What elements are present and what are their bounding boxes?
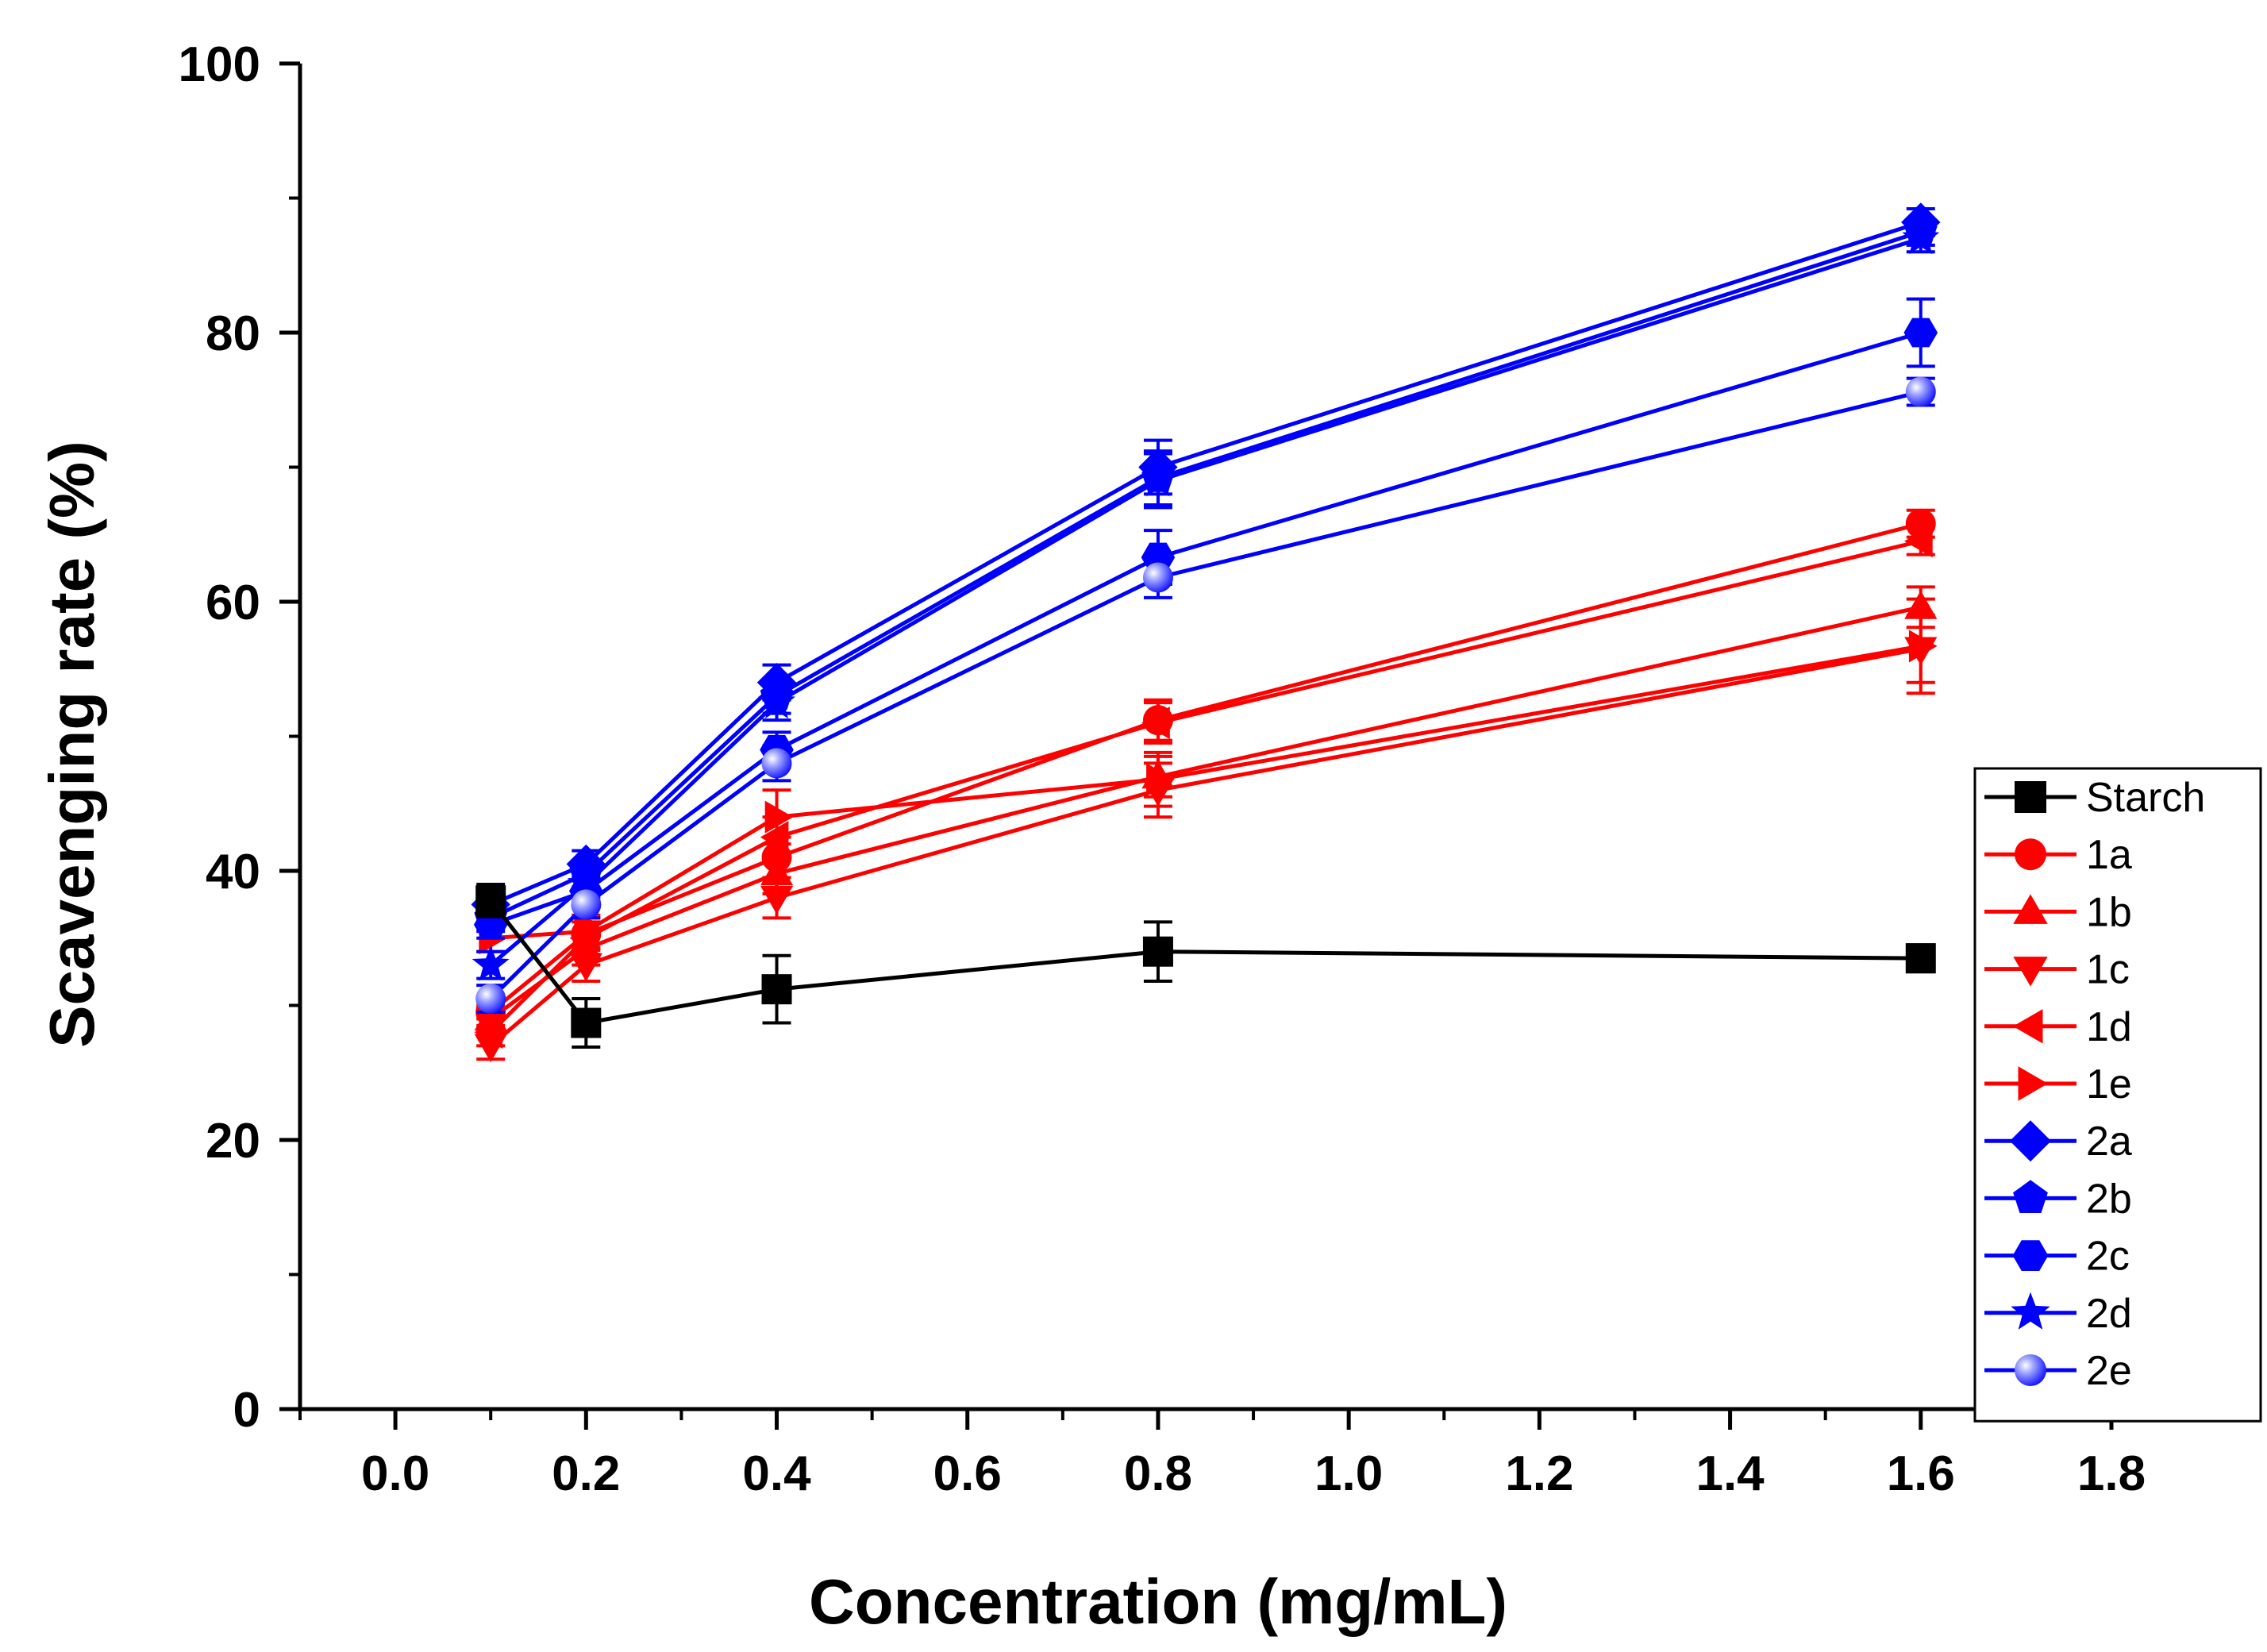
legend-label-1b: 1b xyxy=(2086,889,2132,935)
legend-marker-starch xyxy=(2015,781,2046,813)
legend-label-2b: 2b xyxy=(2086,1176,2132,1222)
legend-marker-2a xyxy=(2010,1120,2051,1162)
data-point-starch xyxy=(475,885,506,916)
legend-label-2d: 2d xyxy=(2086,1291,2132,1337)
data-point-1d xyxy=(1904,525,1933,558)
x-axis-title: Concentration (mg/mL) xyxy=(809,1566,1507,1637)
series-line-2d xyxy=(489,236,1922,967)
series-line-starch xyxy=(489,899,1921,1025)
data-point-1e xyxy=(1908,630,1938,663)
data-point-starch xyxy=(1905,943,1936,974)
data-point-starch xyxy=(1142,936,1173,967)
x-tick-label: 0.4 xyxy=(742,1446,811,1501)
legend-label-1a: 1a xyxy=(2086,832,2132,878)
data-point-2e xyxy=(761,748,792,779)
legend-marker-1d xyxy=(2013,1009,2043,1044)
data-point-2e xyxy=(475,984,506,1015)
data-point-1d xyxy=(1141,707,1170,740)
legend-marker-1b xyxy=(2013,894,2048,924)
data-point-1c xyxy=(569,953,602,982)
series-2c xyxy=(473,297,1938,940)
legend-marker-1e xyxy=(2018,1066,2048,1101)
y-tick-label: 0 xyxy=(233,1383,260,1438)
x-tick-label: 1.2 xyxy=(1505,1446,1573,1501)
series-2a xyxy=(471,202,1941,925)
series-line-2e xyxy=(489,390,1922,1000)
legend-marker-1a xyxy=(2015,838,2046,871)
x-tick-label: 1.4 xyxy=(1695,1446,1765,1501)
x-tick-label: 1.8 xyxy=(2077,1446,2146,1501)
y-tick-label: 60 xyxy=(206,576,260,630)
x-tick-label: 0.2 xyxy=(552,1446,620,1501)
legend-label-starch: Starch xyxy=(2086,775,2205,821)
data-point-2e xyxy=(1905,376,1936,407)
data-point-2d xyxy=(1139,460,1177,497)
data-point-1e xyxy=(764,800,794,834)
series-1d xyxy=(474,525,1935,1049)
data-point-1d xyxy=(474,1015,503,1049)
data-point-2d xyxy=(1902,218,1940,255)
y-tick-label: 20 xyxy=(206,1114,260,1169)
legend-label-1c: 1c xyxy=(2086,947,2130,993)
x-tick-label: 0.6 xyxy=(933,1446,1002,1501)
series-line-2c xyxy=(490,330,1922,927)
legend-marker-2e xyxy=(2015,1354,2046,1386)
data-point-1e xyxy=(574,915,603,948)
x-tick-label: 1.6 xyxy=(1887,1446,1955,1501)
data-point-2d xyxy=(471,945,510,981)
legend: Starch 1a 1b 1c 1d 1e 2a 2b 2c 2d 2e xyxy=(1973,767,2262,1423)
legend-marker-2b xyxy=(2013,1180,2048,1213)
series-line-1d xyxy=(489,539,1922,1034)
series-starch xyxy=(475,882,1936,1049)
data-point-2e xyxy=(571,889,602,920)
data-point-2e xyxy=(1142,562,1173,593)
series-layer xyxy=(471,202,1941,1063)
x-tick-label: 0.0 xyxy=(361,1446,429,1501)
x-tick-label: 1.0 xyxy=(1314,1446,1383,1501)
legend-label-1e: 1e xyxy=(2086,1061,2132,1107)
legend-label-1d: 1d xyxy=(2086,1004,2132,1050)
data-point-starch xyxy=(571,1007,602,1038)
legend-marker-1c xyxy=(2013,957,2048,987)
data-point-2c xyxy=(1903,318,1938,348)
data-point-2d xyxy=(567,865,605,900)
legend-marker-2d xyxy=(2011,1292,2050,1330)
legend-label-2c: 2c xyxy=(2086,1234,2130,1280)
legend-label-2a: 2a xyxy=(2086,1119,2132,1165)
data-point-1c xyxy=(760,886,794,915)
axes: 0 20 40 60 80 100 0.0 0.2 0.4 0.6 0.8 1.0 1.2 1.4 1.6 1… xyxy=(37,37,2146,1637)
legend-label-2e: 2e xyxy=(2086,1348,2132,1394)
y-axis-title: Scavenging rate (%) xyxy=(37,441,107,1048)
y-tick-label: 40 xyxy=(206,845,260,899)
legend-marker-2c xyxy=(2012,1240,2049,1271)
series-2e xyxy=(475,376,1936,1015)
data-point-1e xyxy=(1146,763,1175,796)
data-point-2d xyxy=(758,683,795,719)
series-2d xyxy=(471,218,1940,981)
y-tick-label: 80 xyxy=(206,306,260,361)
data-point-starch xyxy=(761,974,792,1005)
x-tick-label: 0.8 xyxy=(1124,1446,1192,1501)
y-tick-label: 100 xyxy=(179,37,260,92)
